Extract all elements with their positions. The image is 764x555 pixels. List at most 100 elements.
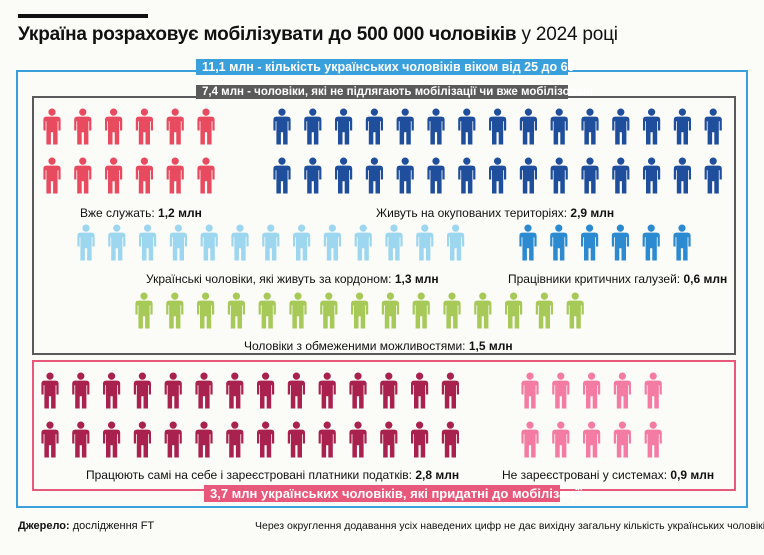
person-icon	[581, 157, 599, 194]
person-icon	[642, 224, 660, 261]
person-icon	[262, 224, 280, 261]
person-icon	[41, 372, 59, 409]
person-icon	[427, 157, 445, 194]
person-icon	[287, 372, 305, 409]
group-serving	[42, 108, 216, 199]
person-icon	[103, 372, 121, 409]
person-icon	[474, 292, 492, 329]
unregistered-icons	[521, 372, 662, 458]
abroad-icons	[77, 224, 465, 261]
caption-critical: Працівники критичних галузей: 0,6 млн	[508, 272, 728, 286]
person-icon	[304, 108, 322, 145]
person-icon	[257, 421, 275, 458]
person-icon	[318, 421, 336, 458]
person-icon	[396, 157, 414, 194]
person-icon	[581, 108, 599, 145]
person-icon	[396, 108, 414, 145]
person-icon	[166, 108, 184, 145]
person-icon	[169, 224, 187, 261]
person-icon	[519, 224, 537, 261]
person-icon	[385, 224, 403, 261]
person-icon	[318, 372, 336, 409]
pink-frame-label: 3,7 млн українських чоловіків, які прида…	[204, 485, 582, 502]
person-icon	[441, 421, 459, 458]
person-icon	[258, 292, 276, 329]
person-icon	[293, 224, 311, 261]
person-icon	[365, 108, 383, 145]
person-icon	[611, 224, 629, 261]
person-icon	[521, 372, 539, 409]
caption-taxpayers: Працюють самі на себе і зареєстровані пл…	[86, 468, 460, 482]
caption-serving: Вже служать: 1,2 млн	[80, 206, 202, 220]
person-icon	[380, 372, 398, 409]
person-icon	[72, 372, 90, 409]
person-icon	[166, 292, 184, 329]
person-icon	[673, 157, 691, 194]
person-icon	[231, 224, 249, 261]
person-icon	[380, 421, 398, 458]
value-occupied: 2,9 млн	[570, 206, 615, 220]
occupied-icons	[273, 108, 722, 194]
taxpayers-icons	[41, 372, 459, 458]
person-icon	[354, 224, 372, 261]
caption-unregistered: Не зареєстровані у системах: 0,9 млн	[502, 468, 715, 482]
person-icon	[197, 108, 215, 145]
person-icon	[581, 224, 599, 261]
source-label: Джерело:	[18, 520, 70, 532]
person-icon	[644, 421, 662, 458]
person-icon	[612, 108, 630, 145]
person-icon	[552, 372, 570, 409]
value-disabled: 1,5 млн	[468, 339, 513, 353]
caption-abroad: Українські чоловіки, які живуть за кордо…	[146, 272, 439, 286]
person-icon	[195, 421, 213, 458]
person-icon	[673, 108, 691, 145]
person-icon	[704, 157, 722, 194]
person-icon	[411, 372, 429, 409]
person-icon	[133, 421, 151, 458]
person-icon	[613, 421, 631, 458]
value-taxpayers: 2,8 млн	[415, 468, 460, 482]
person-icon	[441, 372, 459, 409]
person-icon	[335, 157, 353, 194]
page-title: Україна розраховує мобілізувати до 500 0…	[18, 24, 618, 46]
title-main: Україна розраховує мобілізувати до 500 0…	[18, 24, 517, 45]
person-icon	[427, 108, 445, 145]
person-icon	[365, 157, 383, 194]
person-icon	[139, 224, 157, 261]
person-icon	[197, 292, 215, 329]
serving-icons	[43, 108, 215, 194]
person-icon	[226, 421, 244, 458]
person-icon	[166, 157, 184, 194]
source-note: Джерело: дослідження FT	[18, 520, 154, 532]
person-icon	[320, 292, 338, 329]
person-icon	[74, 157, 92, 194]
person-icon	[304, 157, 322, 194]
person-icon	[643, 157, 661, 194]
person-icon	[458, 157, 476, 194]
person-icon	[164, 421, 182, 458]
person-icon	[287, 421, 305, 458]
person-icon	[550, 108, 568, 145]
person-icon	[105, 157, 123, 194]
person-icon	[135, 292, 153, 329]
person-icon	[505, 292, 523, 329]
value-unregistered: 0,9 млн	[670, 468, 715, 482]
person-icon	[226, 372, 244, 409]
person-icon	[72, 421, 90, 458]
person-icon	[74, 108, 92, 145]
person-icon	[583, 421, 601, 458]
critical-icons	[519, 224, 691, 261]
person-icon	[43, 157, 61, 194]
person-icon	[535, 292, 553, 329]
value-serving: 1,2 млн	[158, 206, 202, 220]
person-icon	[349, 372, 367, 409]
person-icon	[323, 224, 341, 261]
disabled-icons	[135, 292, 584, 329]
person-icon	[135, 108, 153, 145]
person-icon	[103, 421, 121, 458]
person-icon	[521, 421, 539, 458]
person-icon	[583, 372, 601, 409]
person-icon	[381, 292, 399, 329]
person-icon	[458, 108, 476, 145]
caption-occupied: Живуть на окупованих територіях: 2,9 млн	[376, 206, 615, 220]
